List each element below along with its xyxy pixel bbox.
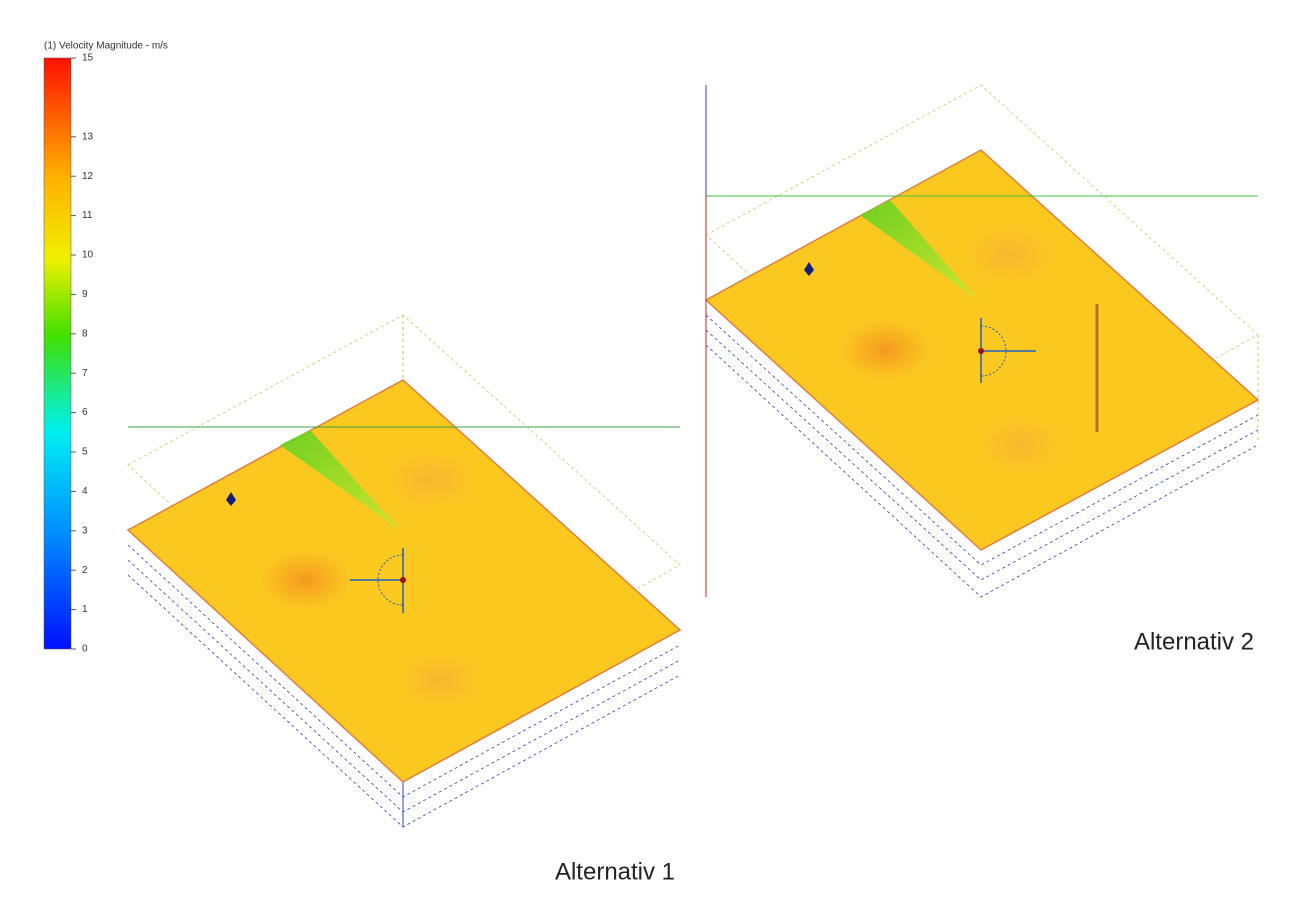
colorbar-tick-label: 0 bbox=[82, 644, 88, 655]
colorbar-tick-label: 12 bbox=[82, 171, 94, 182]
colorbar-tick-label: 4 bbox=[82, 486, 88, 497]
colorbar-tick-label: 1 bbox=[82, 604, 88, 615]
colorbar bbox=[43, 57, 72, 650]
colorbar-tick-label: 15 bbox=[82, 53, 94, 64]
colorbar-tick-label: 5 bbox=[82, 447, 88, 458]
colorbar-tick-label: 7 bbox=[82, 368, 88, 379]
panel-label: Alternativ 2 bbox=[1134, 628, 1254, 655]
colorbar-tick-label: 13 bbox=[82, 131, 94, 142]
legend-title: (1) Velocity Magnitude - m/s bbox=[44, 41, 168, 52]
panel-label: Alternativ 1 bbox=[555, 858, 675, 885]
colorbar-tick-label: 6 bbox=[82, 407, 88, 418]
colorbar-tick-label: 10 bbox=[82, 250, 94, 261]
colorbar-tick-label: 9 bbox=[82, 289, 88, 300]
scene-1 bbox=[126, 314, 682, 828]
colorbar-tick-label: 3 bbox=[82, 525, 88, 536]
colorbar-tick-label: 2 bbox=[82, 565, 88, 576]
colorbar-tick-label: 8 bbox=[82, 328, 88, 339]
colorbar-tick-label: 11 bbox=[82, 210, 93, 221]
scene-2 bbox=[704, 84, 1260, 598]
